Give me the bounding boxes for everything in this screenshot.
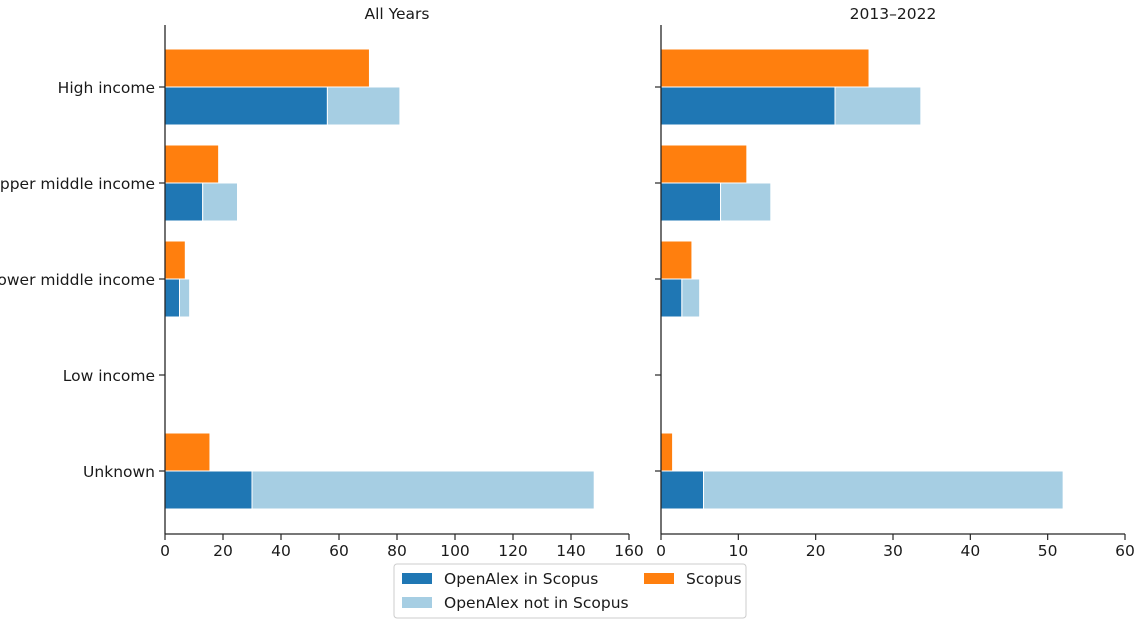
bar-openalex-in-scopus-lower-middle-income <box>660 278 683 318</box>
legend-label-openalex-in-scopus: OpenAlex in Scopus <box>444 570 598 588</box>
bar-scopus-high-income <box>164 48 370 88</box>
x-tick-label: 60 <box>329 542 349 560</box>
bar-openalex-in-scopus-upper-middle-income <box>164 182 204 222</box>
category-label-low-income: Low income <box>63 367 155 385</box>
bar-openalex-in-scopus-unknown <box>660 470 705 510</box>
x-tick-label: 140 <box>556 542 586 560</box>
bar-openalex-not-in-scopus-lower-middle-income <box>179 278 191 318</box>
bar-scopus-high-income <box>660 48 870 88</box>
bar-scopus-unknown <box>164 432 211 472</box>
x-tick-label: 40 <box>271 542 291 560</box>
bar-scopus-lower-middle-income <box>660 240 693 280</box>
panel-2013-2022: 2013–2022 0 10 20 30 40 50 60 <box>655 5 1135 560</box>
legend-swatch-scopus <box>644 573 674 584</box>
x-tick-label: 10 <box>728 542 748 560</box>
bar-openalex-not-in-scopus-high-income <box>834 86 922 126</box>
bar-openalex-not-in-scopus-lower-middle-income <box>681 278 701 318</box>
x-tick-label: 160 <box>614 542 644 560</box>
x-tick-label: 120 <box>498 542 528 560</box>
legend-label-scopus: Scopus <box>686 570 742 588</box>
bar-openalex-not-in-scopus-upper-middle-income <box>202 182 238 222</box>
legend-label-openalex-not-in-scopus: OpenAlex not in Scopus <box>444 594 629 612</box>
x-tick-label: 0 <box>656 542 666 560</box>
x-tick-label: 0 <box>160 542 170 560</box>
legend: OpenAlex in Scopus OpenAlex not in Scopu… <box>393 563 747 619</box>
x-tick-label: 20 <box>213 542 233 560</box>
bar-openalex-in-scopus-lower-middle-income <box>164 278 180 318</box>
bar-openalex-in-scopus-unknown <box>164 470 253 510</box>
panel-all-years: All Years High income Upper middle income L… <box>0 5 644 560</box>
bar-scopus-lower-middle-income <box>164 240 186 280</box>
x-tick-label: 20 <box>806 542 826 560</box>
bar-openalex-in-scopus-upper-middle-income <box>660 182 722 222</box>
panel-title-2013-2022: 2013–2022 <box>850 5 937 23</box>
legend-swatch-openalex-not-in-scopus <box>402 597 432 608</box>
bar-openalex-not-in-scopus-high-income <box>326 86 401 126</box>
bar-openalex-not-in-scopus-unknown <box>703 470 1064 510</box>
category-label-high-income: High income <box>58 79 155 97</box>
bar-openalex-not-in-scopus-upper-middle-income <box>720 182 772 222</box>
x-tick-label: 30 <box>883 542 903 560</box>
x-tick-label: 100 <box>440 542 470 560</box>
legend-swatch-openalex-in-scopus <box>402 573 432 584</box>
bar-scopus-upper-middle-income <box>660 144 748 184</box>
bar-openalex-in-scopus-high-income <box>660 86 836 126</box>
category-label-lower-middle-income: Lower middle income <box>0 271 155 289</box>
bar-openalex-not-in-scopus-unknown <box>251 470 595 510</box>
category-label-unknown: Unknown <box>83 463 155 481</box>
category-label-upper-middle-income: Upper middle income <box>0 175 155 193</box>
bar-openalex-in-scopus-high-income <box>164 86 328 126</box>
x-tick-label: 80 <box>387 542 407 560</box>
bar-scopus-upper-middle-income <box>164 144 220 184</box>
panel-title-all-years: All Years <box>364 5 429 23</box>
x-tick-label: 40 <box>960 542 980 560</box>
x-tick-label: 60 <box>1115 542 1135 560</box>
x-tick-label: 50 <box>1038 542 1058 560</box>
bar-scopus-unknown <box>660 432 674 472</box>
